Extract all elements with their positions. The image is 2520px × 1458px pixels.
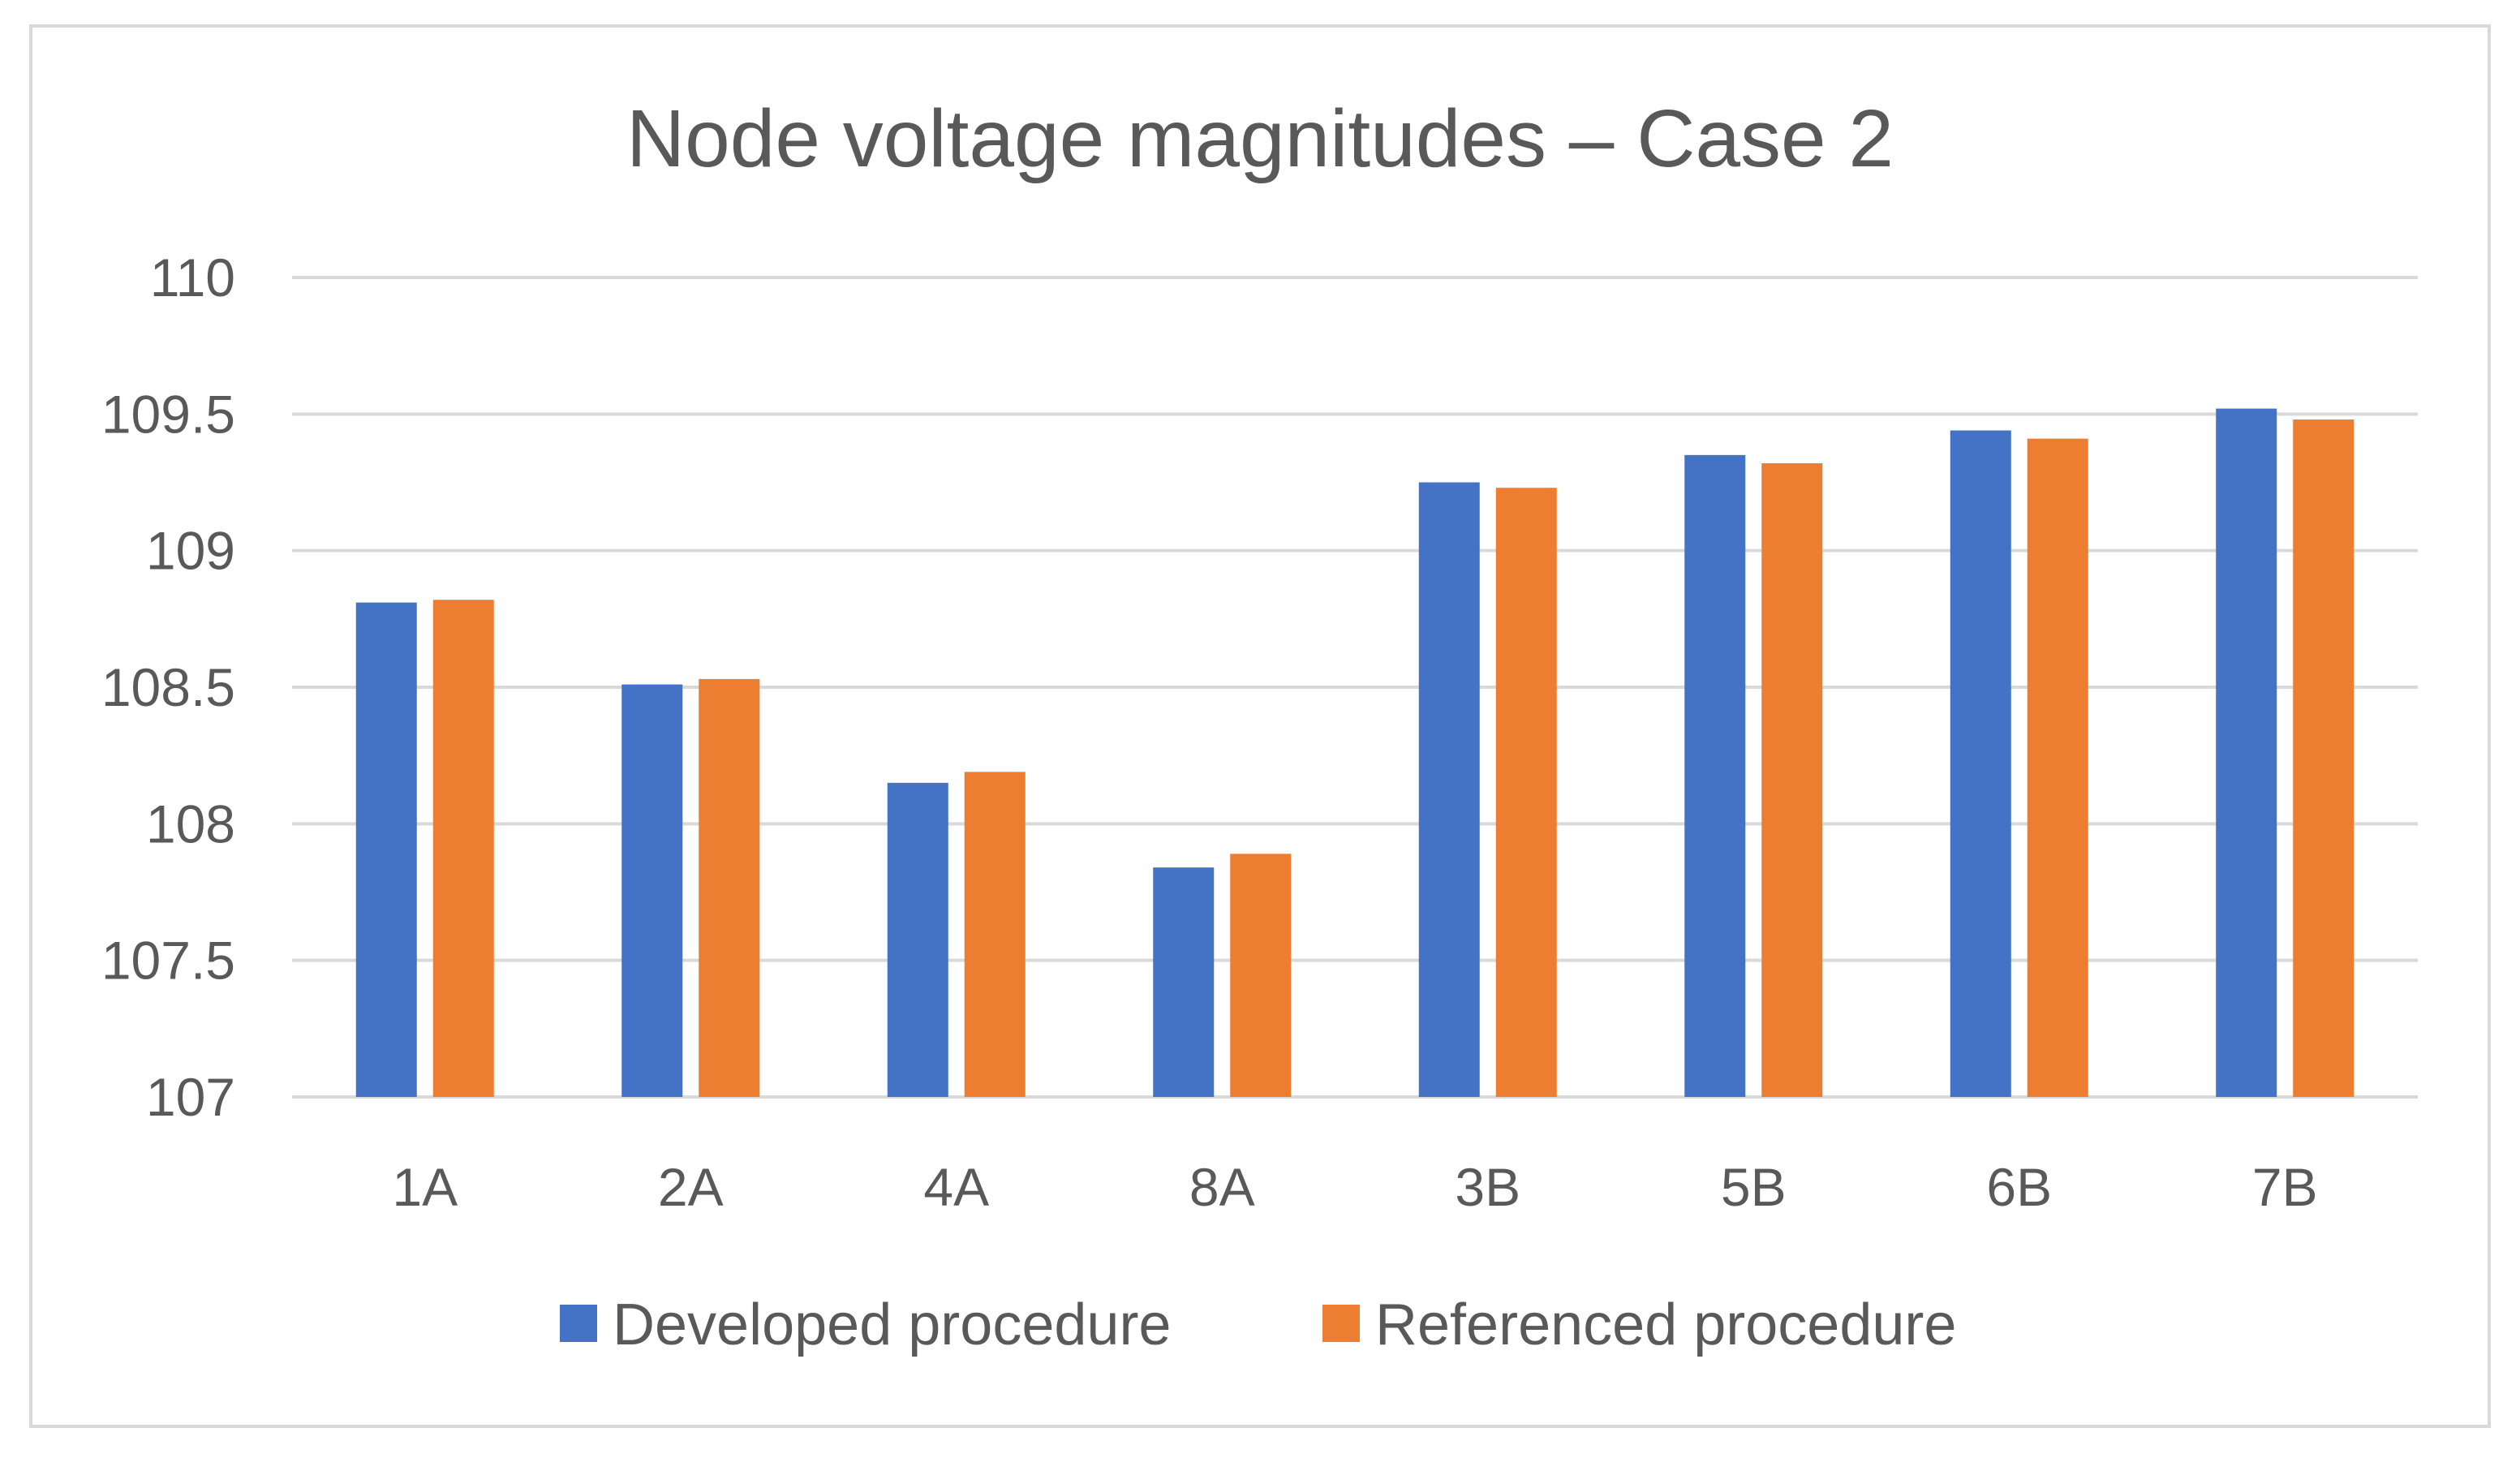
bar-referenced-1A [432,600,494,1097]
bar-developed-2A [621,684,683,1097]
bars [355,408,2354,1098]
chart-title: Node voltage magnitudes – Case 2 [626,93,1894,184]
bar-referenced-5B [1761,462,1823,1097]
bar-referenced-6B [2027,438,2088,1097]
y-tick-label: 107 [146,1067,235,1127]
bar-referenced-2A [699,678,760,1097]
legend-swatch [560,1305,597,1342]
x-tick-label: 3B [1455,1157,1520,1217]
x-tick-label: 1A [392,1157,458,1217]
x-tick-label: 7B [2252,1157,2318,1217]
bar-developed-3B [1418,482,1480,1097]
x-tick-label: 6B [1986,1157,2052,1217]
y-tick-label: 108 [146,794,235,854]
bar-referenced-3B [1495,488,1557,1097]
y-tick-label: 109 [146,521,235,581]
bar-developed-6B [1950,430,2011,1097]
bar-developed-1A [355,602,417,1097]
x-tick-label: 5B [1721,1157,1787,1217]
x-tick-label: 2A [658,1157,724,1217]
bar-developed-5B [1684,454,1746,1097]
x-tick-label: 8A [1189,1157,1255,1217]
bar-developed-7B [2216,408,2277,1098]
gridlines [292,276,2418,1099]
legend-swatch [1322,1305,1360,1342]
bar-referenced-7B [2293,419,2354,1097]
x-axis-ticks: 1A 2A 4A 8A 3B 5B 6B 7B [392,1157,2317,1217]
bar-developed-8A [1153,867,1215,1097]
y-tick-label: 109.5 [101,384,235,444]
bar-referenced-4A [964,772,1026,1097]
legend-label: Referenced procedure [1375,1292,1956,1357]
y-axis-ticks: 107 107.5 108 108.5 109 109.5 110 [101,247,235,1127]
bar-developed-4A [887,782,948,1097]
y-tick-label: 108.5 [101,657,235,717]
legend-label: Developed procedure [613,1292,1171,1357]
legend: Developed procedure Referenced procedure [560,1292,1956,1357]
bar-referenced-8A [1230,854,1292,1097]
y-tick-label: 107.5 [101,931,235,991]
y-tick-label: 110 [150,247,235,308]
x-tick-label: 4A [923,1157,989,1217]
